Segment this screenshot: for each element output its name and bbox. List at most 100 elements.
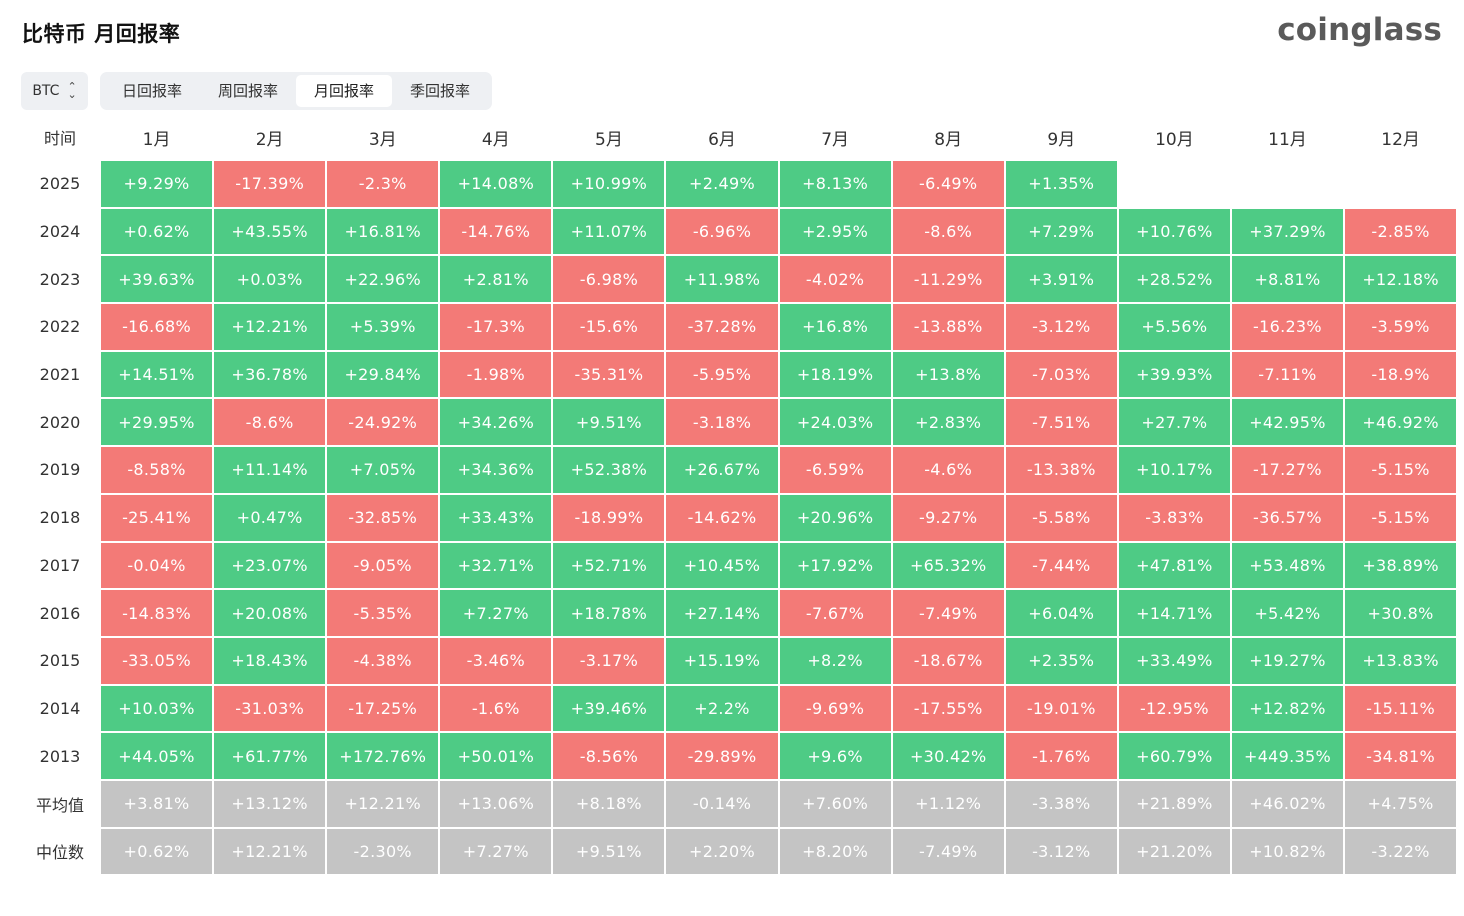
stat-cell: -0.14%: [665, 779, 779, 828]
return-cell: +38.89%: [1344, 541, 1458, 590]
return-cell: +13.8%: [891, 350, 1005, 399]
month-header: 12月: [1381, 129, 1420, 150]
return-cell: +30.8%: [1344, 589, 1458, 637]
return-cell: -3.46%: [439, 636, 553, 685]
return-cell: +5.56%: [1117, 303, 1231, 351]
year-label: 2014: [39, 698, 81, 718]
return-cell: -3.59%: [1344, 303, 1458, 351]
table-row: 2013 +44.05% +61.77% +172.76% +50.01% -8.56% -…: [20, 732, 1458, 780]
month-header: 11月: [1268, 129, 1307, 150]
return-cell: +10.45%: [665, 541, 779, 590]
year-label: 2018: [39, 508, 81, 528]
sort-arrows-icon: ⌃ ⌄: [67, 80, 77, 101]
stat-cell: -2.30%: [326, 827, 440, 876]
return-cell: -29.89%: [665, 732, 779, 780]
table-row: 2014 +10.03% -31.03% -17.25% -1.6% +39.46% +2.…: [20, 684, 1458, 733]
month-header: 2月: [255, 129, 284, 150]
table-row: 2025 +9.29% -17.39% -2.3% +14.08% +10.99% +2.4…: [20, 160, 1458, 208]
return-cell: [1230, 160, 1345, 208]
return-cell: +8.2%: [778, 636, 892, 685]
return-cell: +3.91%: [1004, 255, 1118, 304]
return-cell: +12.21%: [213, 303, 327, 351]
return-cell: -19.01%: [1004, 684, 1118, 733]
tab-quarterly[interactable]: 季回报率: [410, 82, 471, 100]
month-header: 3月: [368, 129, 397, 150]
return-cell: -25.41%: [100, 493, 214, 542]
stat-cell: -3.12%: [1004, 827, 1118, 876]
return-cell: +60.79%: [1117, 732, 1231, 780]
return-cell: -8.56%: [552, 732, 666, 780]
return-cell: +33.49%: [1117, 636, 1231, 685]
return-cell: +39.93%: [1117, 350, 1231, 399]
coin-select[interactable]: BTC ⌃ ⌄: [21, 72, 88, 110]
coinglass-logo: coinglass: [1277, 12, 1442, 48]
return-cell: +30.42%: [891, 732, 1005, 780]
return-cell: -31.03%: [213, 684, 327, 733]
corner-label: 时间: [43, 129, 76, 148]
return-cell: +11.98%: [665, 255, 779, 304]
month-header: 7月: [821, 129, 850, 150]
year-label: 2015: [39, 651, 81, 671]
return-cell: +11.14%: [213, 446, 327, 494]
stat-cell: +4.75%: [1344, 779, 1458, 828]
return-cell: +23.07%: [213, 541, 327, 590]
return-cell: +36.78%: [213, 350, 327, 399]
return-cell: -2.3%: [326, 160, 440, 208]
stats-row: 中位数 +0.62% +12.21% -2.30% +7.27% +9.51% +2.20%…: [20, 827, 1458, 876]
stat-cell: +8.20%: [778, 827, 892, 876]
table-row: 2018 -25.41% +0.47% -32.85% +33.43% -18.99% -1…: [20, 493, 1458, 542]
return-cell: +9.29%: [100, 160, 214, 208]
return-cell: +29.84%: [326, 350, 440, 399]
stat-cell: -7.49%: [891, 827, 1005, 876]
return-cell: -7.67%: [778, 589, 892, 637]
return-cell: +2.95%: [778, 207, 892, 256]
return-cell: +39.46%: [552, 684, 666, 733]
period-tabs: 日回报率 周回报率 月回报率 季回报率: [100, 72, 493, 110]
return-cell: +18.43%: [213, 636, 327, 685]
stat-cell: -3.22%: [1344, 827, 1458, 876]
tab-weekly[interactable]: 周回报率: [218, 82, 279, 100]
tab-daily[interactable]: 日回报率: [122, 82, 183, 100]
return-cell: -18.9%: [1344, 350, 1458, 399]
stat-cell: -3.38%: [1004, 779, 1118, 828]
month-header: 4月: [481, 129, 510, 150]
return-cell: -8.6%: [213, 398, 327, 447]
table-row: 2022 -16.68% +12.21% +5.39% -17.3% -15.6% -37.…: [20, 303, 1458, 351]
stat-label: 中位数: [35, 843, 84, 863]
stat-cell: +2.20%: [665, 827, 779, 876]
table-row: 2017 -0.04% +23.07% -9.05% +32.71% +52.71% +10…: [20, 541, 1458, 590]
return-cell: -4.38%: [326, 636, 440, 685]
stat-cell: +7.27%: [439, 827, 553, 876]
return-cell: +2.49%: [665, 160, 779, 208]
return-cell: +7.05%: [326, 446, 440, 494]
tab-monthly[interactable]: 月回报率: [296, 75, 393, 107]
return-cell: +172.76%: [326, 732, 440, 780]
return-cell: +20.08%: [213, 589, 327, 637]
year-label: 2023: [39, 269, 81, 289]
return-cell: +8.13%: [778, 160, 892, 208]
return-cell: -11.29%: [891, 255, 1005, 304]
year-label: 2017: [39, 555, 81, 575]
year-label: 2019: [39, 460, 81, 480]
return-cell: +65.32%: [891, 541, 1005, 590]
table-row: 2023 +39.63% +0.03% +22.96% +2.81% -6.98% +11.…: [20, 255, 1458, 304]
return-cell: -7.44%: [1004, 541, 1118, 590]
return-cell: +0.47%: [213, 493, 327, 542]
return-cell: -36.57%: [1230, 493, 1345, 542]
month-header: 1月: [142, 129, 171, 150]
return-cell: -17.55%: [891, 684, 1005, 733]
month-header: 10月: [1155, 129, 1194, 150]
return-cell: -13.88%: [891, 303, 1005, 351]
return-cell: -6.49%: [891, 160, 1005, 208]
return-cell: +42.95%: [1230, 398, 1345, 447]
return-cell: -4.02%: [778, 255, 892, 304]
return-cell: +11.07%: [552, 207, 666, 256]
return-cell: -7.11%: [1230, 350, 1345, 399]
return-cell: -16.23%: [1230, 303, 1345, 351]
stat-cell: +3.81%: [100, 779, 214, 828]
return-cell: -6.96%: [665, 207, 779, 256]
return-cell: [1344, 160, 1458, 208]
return-cell: +15.19%: [665, 636, 779, 685]
return-cell: +50.01%: [439, 732, 553, 780]
